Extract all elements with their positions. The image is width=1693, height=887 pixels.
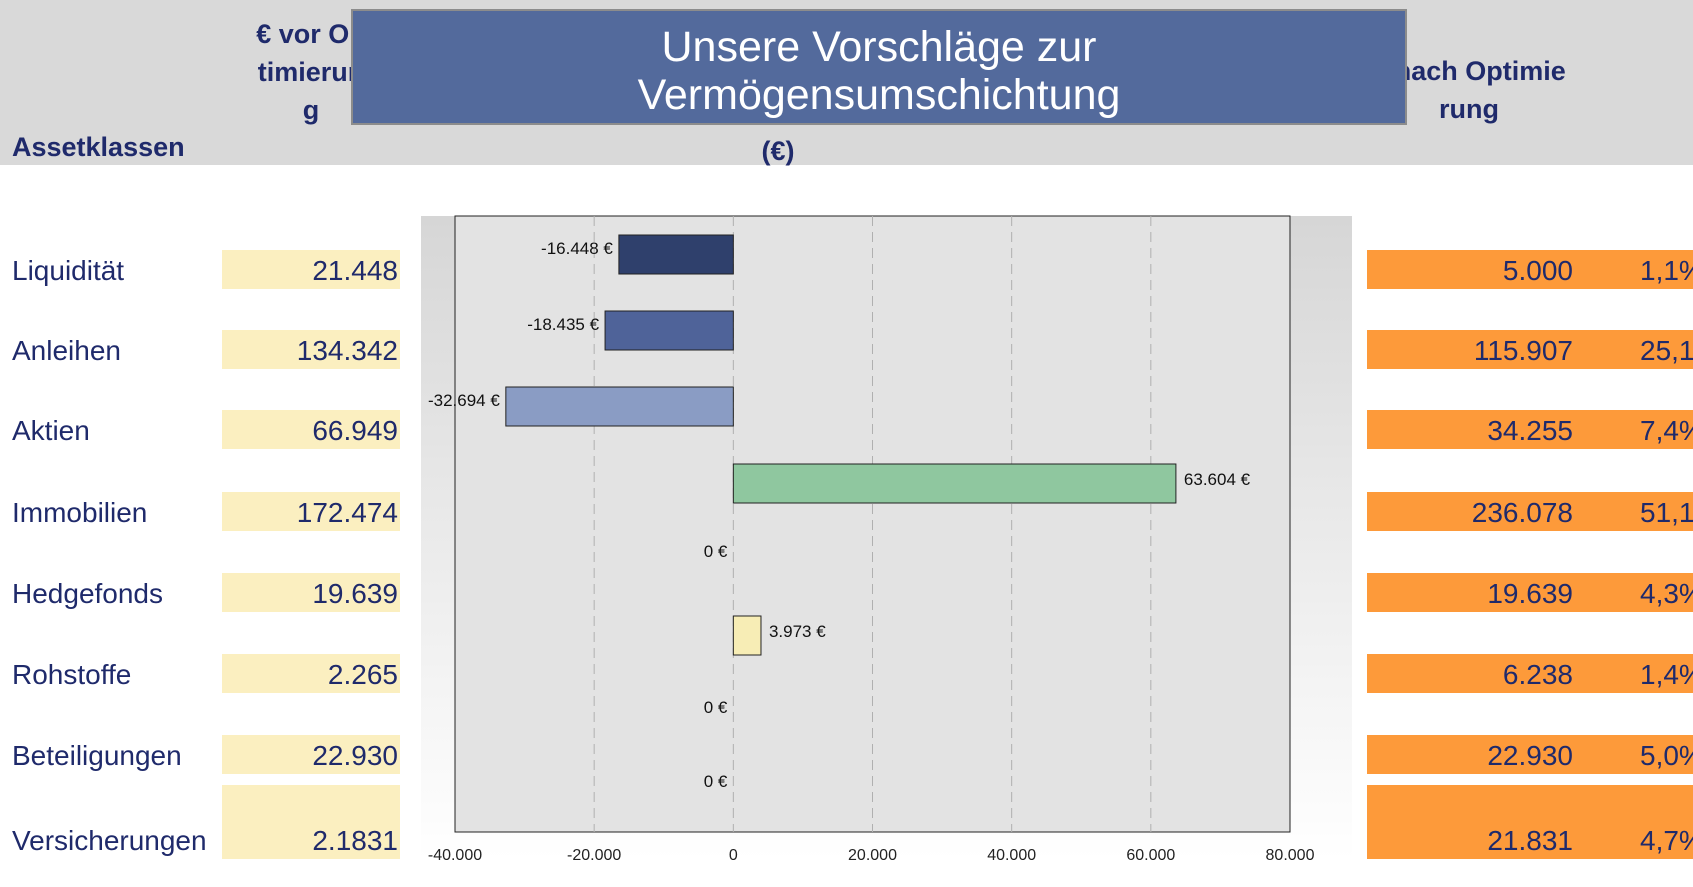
bar (618, 234, 734, 275)
x-tick-label: 40.000 (987, 847, 1036, 864)
value-label: 0 € (704, 542, 728, 561)
value-label: -16.448 € (541, 239, 613, 258)
after-bg: 4,3% (1573, 573, 1693, 612)
bar (732, 615, 762, 656)
after-bg: 5,0% (1573, 735, 1693, 774)
value-label: -32.694 € (428, 391, 500, 410)
asset-name: Versicherungen (12, 825, 207, 856)
value-after: 19.639 (1367, 573, 1573, 612)
overlay-title: Unsere Vorschläge zur Vermögensumschicht… (351, 9, 1407, 125)
header-change: (€) (761, 136, 795, 166)
value-after: 21.831 (1367, 785, 1573, 859)
x-tick-label: 80.000 (1266, 847, 1315, 864)
value-after: 5.000 (1367, 250, 1573, 289)
value-label: -18.435 € (527, 315, 599, 334)
after-bg: 7,4% (1573, 410, 1693, 449)
value-before: 21.448 (222, 250, 400, 289)
value-before: 66.949 (222, 410, 400, 449)
asset-name: Rohstoffe (12, 659, 132, 690)
after-bg: 1,1% (1573, 250, 1693, 289)
value-before: 22.930 (222, 735, 400, 774)
value-after: 34.255 (1367, 410, 1573, 449)
x-tick-label: -20.000 (567, 847, 621, 864)
bar (732, 463, 1177, 504)
asset-name: Immobilien (12, 497, 148, 528)
after-bg: 1,4% (1573, 654, 1693, 693)
value-after: 236.078 (1367, 492, 1573, 531)
x-tick-label: 60.000 (1126, 847, 1175, 864)
asset-name: Aktien (12, 415, 90, 446)
value-before: 2.1831 (222, 785, 400, 859)
x-tick-label: 20.000 (848, 847, 897, 864)
asset-name: Liquidität (12, 255, 125, 286)
header-asset: Assetklassen (12, 132, 185, 162)
value-label: 63.604 € (1184, 470, 1251, 489)
bar (604, 310, 734, 351)
after-bg: 51,1% (1573, 492, 1693, 531)
after-bg: 4,7% (1573, 785, 1693, 859)
value-before: 2.265 (222, 654, 400, 693)
asset-name: Hedgefonds (12, 578, 164, 609)
header-before: € vor Optimierung (256, 19, 366, 125)
asset-name: Beteiligungen (12, 740, 182, 771)
value-label: 0 € (704, 698, 728, 717)
value-after: 22.930 (1367, 735, 1573, 774)
x-tick-label: -40.000 (428, 847, 482, 864)
value-before: 134.342 (222, 330, 400, 369)
asset-name: Anleihen (12, 335, 121, 366)
value-label: 3.973 € (769, 622, 826, 641)
value-after: 6.238 (1367, 654, 1573, 693)
after-bg: 25,1% (1573, 330, 1693, 369)
value-before: 172.474 (222, 492, 400, 531)
value-label: 0 € (704, 772, 728, 791)
x-tick-label: 0 (729, 847, 738, 864)
bar (505, 386, 734, 427)
value-after: 115.907 (1367, 330, 1573, 369)
value-before: 19.639 (222, 573, 400, 612)
